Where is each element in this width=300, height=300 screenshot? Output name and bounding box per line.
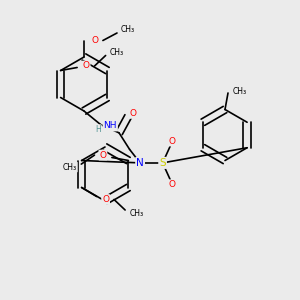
Text: NH: NH — [103, 122, 117, 130]
Text: CH₃: CH₃ — [63, 163, 77, 172]
Text: CH₃: CH₃ — [110, 48, 124, 57]
Text: O: O — [168, 136, 175, 146]
Text: O: O — [168, 180, 175, 189]
Text: N: N — [136, 158, 144, 168]
Text: CH₃: CH₃ — [130, 208, 144, 217]
Text: H: H — [95, 125, 101, 134]
Text: O: O — [99, 151, 106, 160]
Text: O: O — [102, 195, 109, 204]
Text: CH₃: CH₃ — [232, 87, 247, 96]
Text: O: O — [82, 61, 90, 70]
Text: S: S — [159, 158, 166, 168]
Text: O: O — [130, 109, 137, 118]
Text: CH₃: CH₃ — [120, 26, 135, 34]
Text: O: O — [91, 36, 98, 45]
